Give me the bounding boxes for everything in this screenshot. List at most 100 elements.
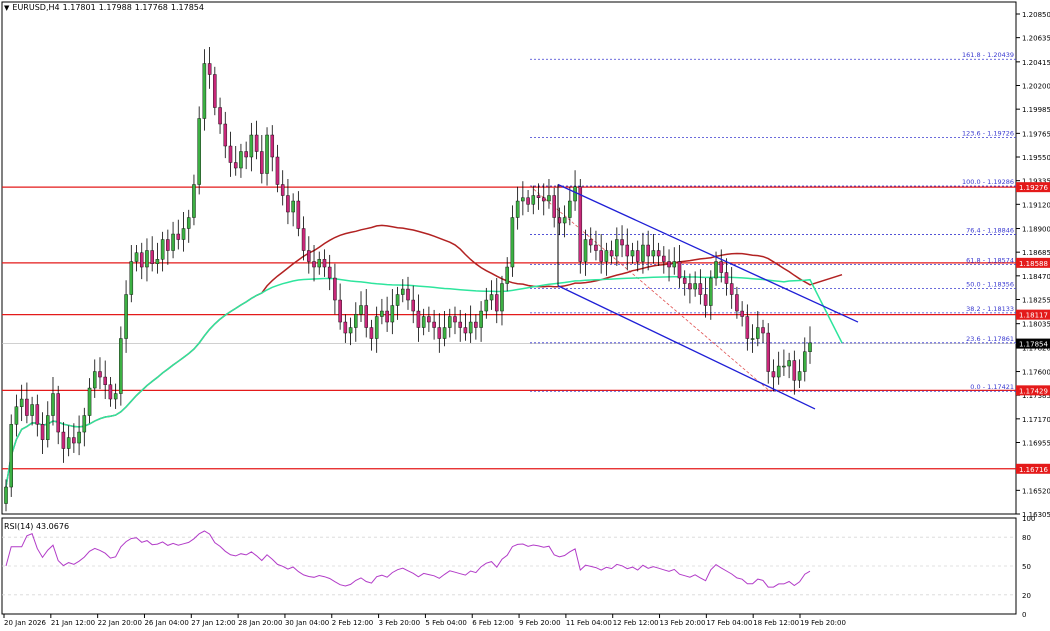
candle-body — [620, 239, 624, 246]
candle-body — [228, 145, 233, 163]
candle-body — [672, 261, 677, 268]
candle-body — [275, 156, 280, 185]
candle-body — [82, 415, 87, 433]
x-tick-label: 12 Feb 12:00 — [613, 619, 659, 627]
level-tag-label: 1.16716 — [1019, 466, 1048, 474]
candle-body — [249, 134, 254, 158]
candle-body — [343, 321, 348, 334]
symbol-label: EURUSD,H4 — [12, 3, 60, 12]
y-tick-label: 1.20415 — [1022, 59, 1050, 67]
candle-body — [599, 250, 603, 262]
y-tick-label: 1.18035 — [1022, 321, 1050, 329]
fib-label: 50.0 - 1.18356 — [966, 280, 1014, 288]
descending-channel — [557, 183, 859, 410]
open-value: 1.17801 — [62, 3, 96, 12]
candle-body — [98, 371, 102, 378]
candle-body — [233, 162, 238, 169]
candle-body — [108, 384, 113, 400]
candle-body — [260, 151, 264, 174]
y-tick-label: 1.16520 — [1022, 487, 1050, 495]
candle-body — [766, 332, 771, 372]
time-axis: 20 Jan 2026 21 Jan 12:00 22 Jan 20:00 26 Ja… — [3, 614, 846, 627]
candle-body — [782, 365, 786, 368]
candle-body — [171, 233, 175, 251]
x-tick-label: 9 Feb 20:00 — [519, 619, 560, 627]
candle-body — [531, 195, 536, 205]
candle-body — [729, 283, 734, 295]
candle-body — [25, 398, 29, 416]
candle-body — [265, 134, 269, 174]
candle-body — [494, 294, 499, 312]
y-tick-label: 1.19765 — [1022, 130, 1050, 138]
channel-upper-line — [557, 183, 859, 323]
candle-body — [35, 404, 40, 425]
rsi-tick-label: 100 — [1022, 515, 1035, 523]
caret-down-icon[interactable]: ▼ — [4, 3, 10, 12]
candle-body — [280, 184, 285, 196]
candle-body — [213, 74, 217, 108]
rsi-tick-label: 20 — [1022, 592, 1031, 600]
candle-body — [119, 338, 123, 394]
candle-body — [4, 486, 8, 504]
candle-body — [609, 250, 614, 257]
candle-body — [568, 200, 572, 218]
high-value: 1.17988 — [98, 3, 132, 12]
candle-body — [129, 261, 134, 295]
candles[interactable] — [4, 47, 812, 512]
candle-body — [787, 360, 791, 367]
candle-body — [547, 195, 551, 202]
x-tick-label: 5 Feb 04:00 — [425, 619, 466, 627]
candle-body — [56, 393, 60, 433]
fibonacci-levels: 161.8 - 1.20439 123.6 - 1.19726 100.0 - 1.… — [529, 51, 1016, 392]
candle-body — [395, 294, 400, 306]
x-tick-label: 17 Feb 04:00 — [706, 619, 752, 627]
candle-body — [30, 404, 34, 416]
candle-body — [479, 310, 483, 328]
rsi-tick-label: 0 — [1022, 611, 1026, 619]
candle-body — [192, 184, 196, 218]
level-tag-label: 1.19276 — [1019, 184, 1048, 192]
rsi-label: RSI(14) 43.0676 — [4, 522, 70, 531]
candle-body — [625, 244, 630, 257]
fib-label: 76.4 - 1.18846 — [966, 226, 1014, 234]
candle-body — [521, 197, 525, 202]
rsi-tick-label: 50 — [1022, 563, 1031, 571]
candle-body — [588, 239, 593, 246]
candle-body — [312, 261, 316, 268]
candle-body — [218, 107, 222, 125]
candle-body — [338, 299, 342, 323]
candle-body — [468, 321, 473, 334]
candle-body — [500, 283, 504, 312]
candle-body — [92, 371, 97, 389]
level-tag-label: 1.17429 — [1019, 387, 1048, 395]
candle-body — [745, 316, 750, 339]
y-tick-label: 1.20850 — [1022, 11, 1050, 19]
candle-body — [390, 305, 395, 323]
y-tick-label: 1.17170 — [1022, 416, 1050, 424]
x-tick-label: 20 Jan 2026 — [4, 619, 47, 627]
fib-label: 161.8 - 1.20439 — [962, 51, 1014, 59]
x-tick-label: 21 Jan 12:00 — [51, 619, 95, 627]
candle-body — [510, 217, 515, 268]
candle-body — [750, 338, 755, 340]
candle-body — [474, 321, 478, 328]
level-tag-bg — [1016, 309, 1050, 320]
sma-slow-line — [5, 276, 843, 488]
candle-body — [703, 294, 708, 306]
candle-body — [359, 305, 363, 315]
candle-body — [735, 294, 739, 312]
candle-body — [197, 118, 201, 185]
candle-body — [406, 288, 410, 301]
candle-body — [46, 415, 50, 440]
fib-label: 38.2 - 1.18133 — [966, 305, 1014, 313]
y-tick-label: 1.19550 — [1022, 154, 1050, 162]
candle-body — [448, 316, 452, 328]
candle-body — [223, 123, 228, 147]
candle-body — [181, 228, 186, 240]
candle-body — [578, 186, 583, 262]
x-tick-label: 30 Jan 04:00 — [285, 619, 329, 627]
candle-body — [526, 197, 530, 205]
candle-body — [709, 277, 713, 306]
current-price-tag-label: 1.17854 — [1019, 341, 1048, 349]
